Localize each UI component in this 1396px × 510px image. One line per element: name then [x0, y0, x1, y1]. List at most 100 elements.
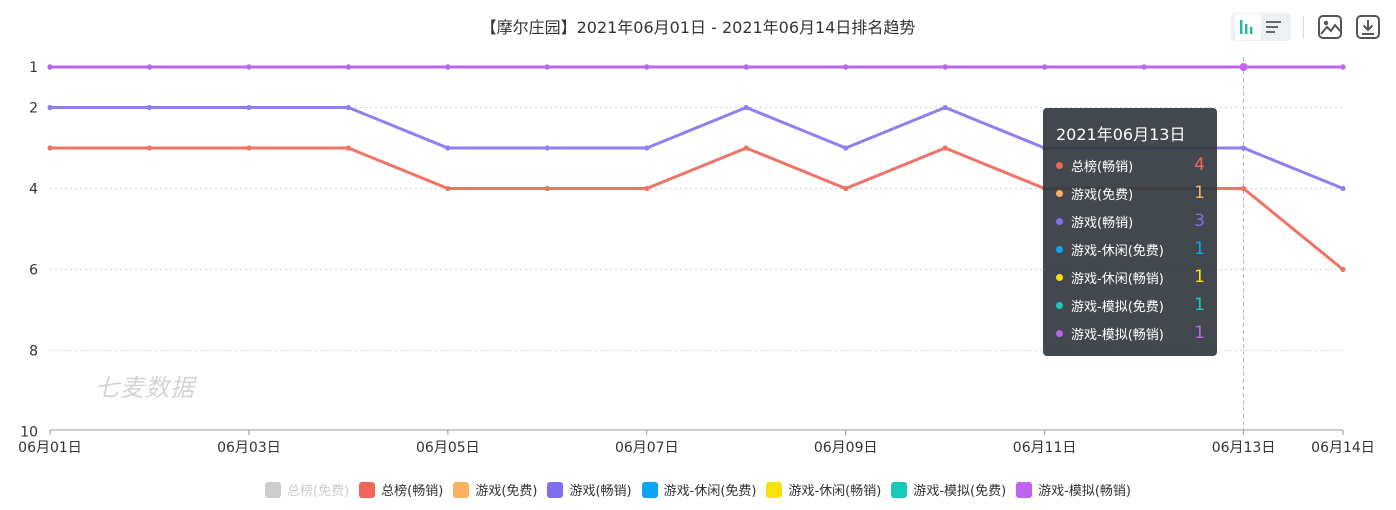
legend-item[interactable]: 游戏-休闲(免费) — [641, 480, 757, 499]
series-point — [743, 64, 749, 70]
legend-label: 游戏-休闲(畅销) — [788, 484, 882, 499]
download-icon[interactable] — [1354, 13, 1382, 41]
series-point — [1340, 266, 1346, 273]
x-tick-label: 06月01日 — [18, 440, 82, 456]
bar-chart-icon[interactable] — [1235, 14, 1261, 40]
tooltip-dot — [1056, 189, 1063, 197]
series-point — [445, 185, 451, 192]
legend-item[interactable]: 游戏-模拟(畅销) — [1016, 480, 1131, 499]
list-icon[interactable] — [1261, 14, 1287, 40]
series-point — [743, 145, 749, 151]
x-tick-label: 06月05日 — [416, 440, 480, 456]
series-point — [246, 145, 252, 151]
toolbar-separator — [1303, 16, 1304, 38]
series-point — [544, 145, 550, 151]
series-point — [644, 185, 650, 192]
tooltip: 2021年06月13日 总榜(畅销) 4 游戏(免费) 1 游戏(畅销) 3 游戏-休闲(免… — [1043, 108, 1217, 356]
tooltip-series-value: 1 — [1194, 183, 1205, 203]
series-point — [644, 145, 650, 151]
legend-item[interactable]: 游戏-模拟(免费) — [891, 480, 1006, 499]
tooltip-series-value: 1 — [1194, 323, 1205, 343]
y-tick-label: 8 — [29, 344, 38, 360]
x-tick-label: 06月07日 — [615, 440, 679, 456]
tooltip-series-value: 1 — [1194, 239, 1205, 259]
series-point — [843, 185, 849, 192]
y-tick-label: 6 — [29, 263, 38, 279]
legend-label: 总榜(免费) — [287, 484, 350, 499]
series-point — [345, 64, 351, 70]
series-point — [544, 64, 550, 70]
y-tick-label: 4 — [29, 182, 38, 198]
legend-label: 游戏-模拟(畅销) — [1038, 484, 1131, 499]
tooltip-dot — [1056, 273, 1063, 281]
tooltip-row: 游戏-模拟(免费) 1 — [1056, 291, 1205, 319]
series-point — [146, 145, 153, 151]
series-point — [47, 104, 53, 111]
x-tick-label: 06月09日 — [814, 440, 878, 456]
tooltip-series-name: 游戏(免费) — [1071, 187, 1134, 203]
legend: 总榜(免费) 总榜(畅销) 游戏(免费) 游戏(畅销) 游戏-休闲(免费) 游戏-休闲(畅… — [0, 480, 1396, 499]
chart-title: 【摩尔庄园】2021年06月01日 - 2021年06月14日排名趋势 — [480, 18, 916, 37]
legend-swatch — [766, 481, 783, 498]
tooltip-dot — [1056, 301, 1063, 309]
series-point — [146, 64, 153, 70]
legend-item[interactable]: 游戏(畅销) — [547, 480, 632, 499]
x-tick-label: 06月11日 — [1013, 440, 1077, 456]
series-point — [942, 145, 948, 151]
legend-swatch — [359, 481, 376, 498]
chart-toolbar — [1231, 13, 1382, 41]
tooltip-series-name: 游戏(畅销) — [1071, 215, 1134, 231]
image-download-icon[interactable] — [1316, 13, 1344, 41]
series-point — [1042, 64, 1048, 70]
tooltip-series-value: 4 — [1194, 155, 1205, 175]
y-tick-label: 2 — [29, 101, 38, 117]
tooltip-dot — [1056, 329, 1063, 337]
legend-item[interactable]: 游戏(免费) — [453, 480, 537, 499]
y-tick-label: 1 — [29, 60, 38, 76]
series-point — [544, 185, 550, 192]
y-tick-label: 10 — [20, 425, 38, 441]
x-tick-label: 06月03日 — [217, 440, 281, 456]
series-point — [47, 145, 53, 151]
tooltip-series-value: 3 — [1194, 211, 1205, 231]
series-point — [445, 64, 451, 70]
legend-swatch — [641, 481, 658, 498]
series-point — [47, 64, 53, 70]
legend-label: 游戏(畅销) — [569, 484, 632, 499]
tooltip-row: 游戏(畅销) 3 — [1056, 207, 1205, 235]
legend-label: 游戏-休闲(免费) — [663, 484, 757, 499]
tooltip-row: 游戏(免费) 1 — [1056, 179, 1205, 207]
series-point — [1340, 185, 1346, 192]
legend-swatch — [547, 481, 564, 498]
tooltip-dot — [1056, 161, 1063, 169]
legend-swatch — [453, 481, 470, 498]
tooltip-series-value: 1 — [1194, 295, 1205, 315]
x-tick-label: 06月13日 — [1212, 440, 1276, 456]
legend-item[interactable]: 总榜(免费) — [265, 480, 349, 499]
series-point — [942, 104, 948, 111]
series-point — [345, 145, 351, 151]
tooltip-date: 2021年06月13日 — [1056, 125, 1186, 144]
series-point — [843, 64, 849, 70]
series-point — [345, 104, 351, 111]
series-point — [1240, 145, 1247, 151]
series-point — [445, 145, 451, 151]
tooltip-row: 游戏-休闲(畅销) 1 — [1056, 263, 1205, 291]
tooltip-dot — [1056, 217, 1063, 225]
series-point — [942, 64, 948, 70]
series-point — [1141, 64, 1147, 70]
legend-label: 游戏(免费) — [475, 484, 538, 499]
series-point — [743, 104, 749, 111]
tooltip-row: 游戏-休闲(免费) 1 — [1056, 235, 1205, 263]
series-point — [246, 104, 252, 111]
legend-item[interactable]: 游戏-休闲(畅销) — [766, 480, 881, 499]
tooltip-series-name: 游戏-模拟(畅销) — [1071, 327, 1164, 343]
legend-swatch — [891, 481, 908, 498]
x-tick-label: 06月14日 — [1311, 440, 1375, 456]
tooltip-dot — [1056, 245, 1063, 253]
legend-item[interactable]: 总榜(畅销) — [359, 480, 443, 499]
tooltip-series-name: 游戏-休闲(免费) — [1071, 243, 1164, 259]
legend-swatch — [265, 481, 281, 498]
tooltip-series-name: 总榜(畅销) — [1071, 159, 1134, 175]
